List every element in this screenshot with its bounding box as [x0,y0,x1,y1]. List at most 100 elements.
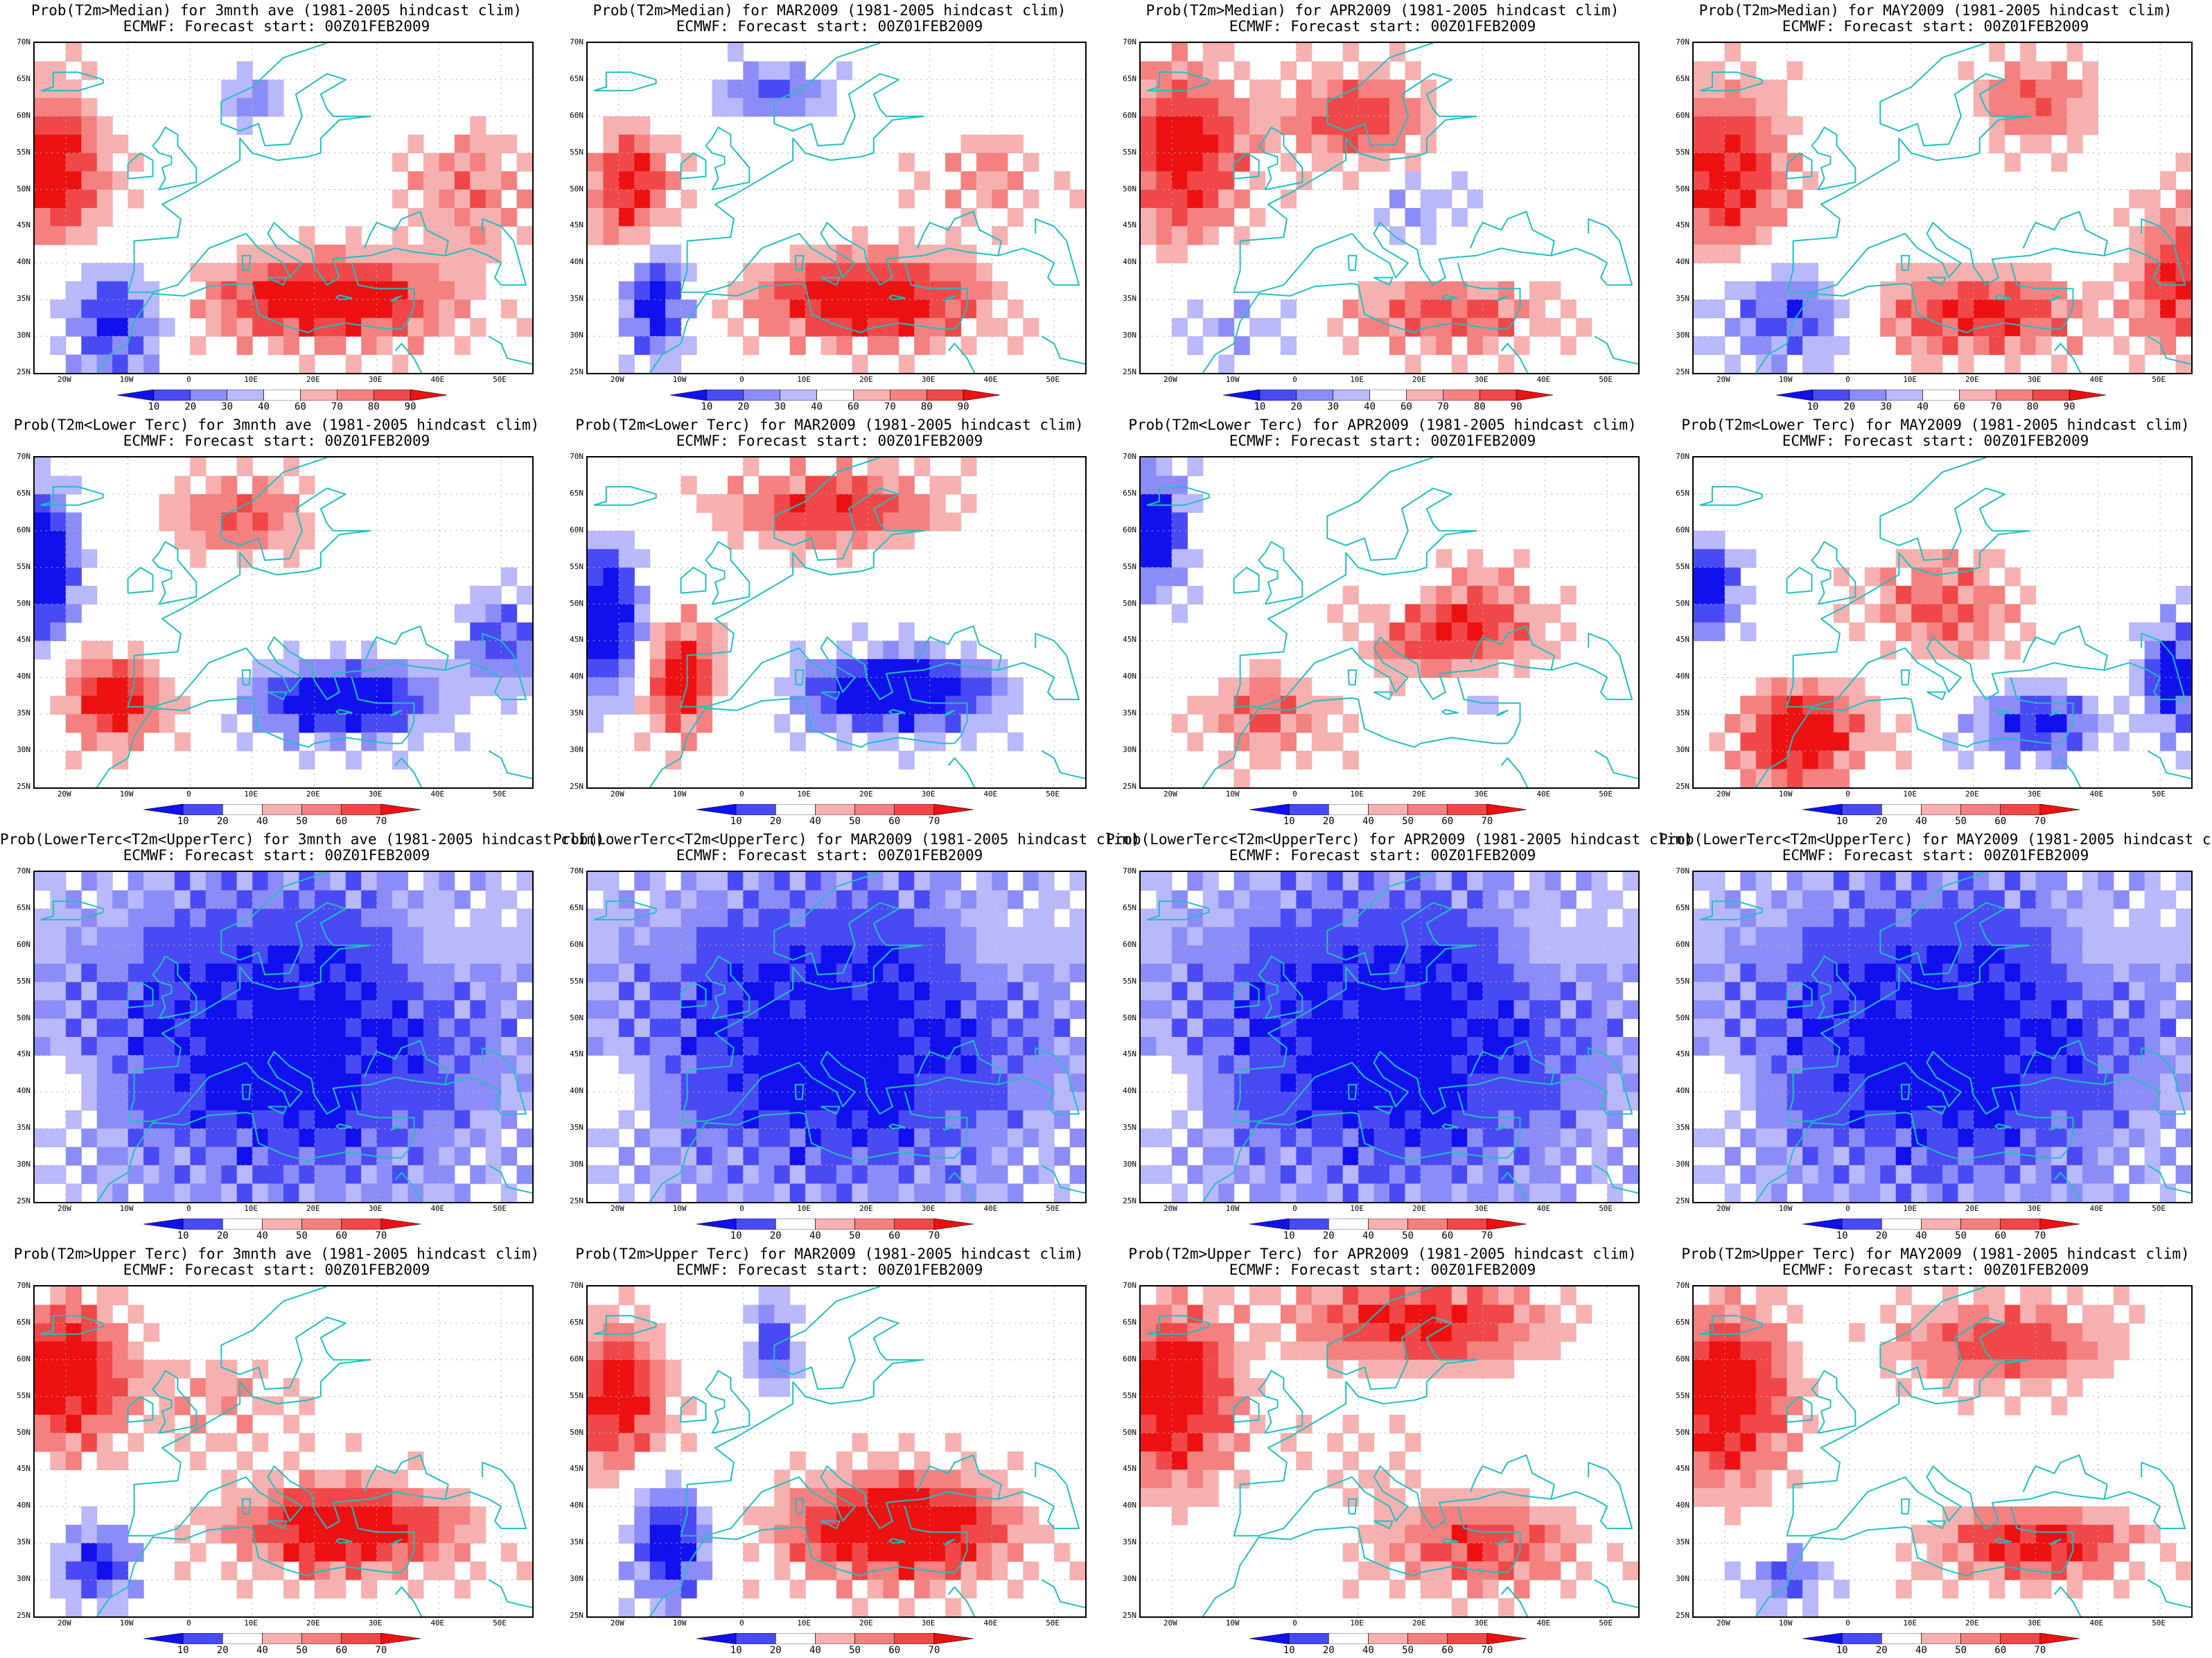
latitude-label: 45N [1676,1049,1689,1059]
latitude-label: 30N [570,745,583,755]
colorbar: 10 20 40 50 60 70 [143,803,421,829]
latitude-label: 60N [570,1354,583,1363]
latitude-label: 40N [17,1501,30,1510]
latitude-label: 55N [1676,147,1689,157]
colorbar-tick-label: 50 [1955,1230,1967,1241]
longitude-label: 20W [610,1618,624,1628]
longitude-label: 50E [1599,375,1613,384]
panel-subtitle: ECMWF: Forecast start: 00Z01FEB2009 [123,1262,430,1278]
longitude-label: 50E [1046,789,1060,799]
longitude-label: 50E [493,1204,507,1213]
latitude-label: 50N [17,1427,30,1437]
longitude-label: 30E [921,1618,936,1628]
longitude-label: 20W [57,1204,71,1213]
longitude-label: 0 [186,789,191,799]
colorbar-tick-label: 40 [809,816,821,827]
colorbar: 10 20 30 40 60 70 80 90 [1222,389,1554,414]
colorbar-tick-label: 70 [1437,401,1449,412]
panel-title: Prob(T2m>Upper Terc) for 3mnth ave (1981… [13,1246,540,1262]
colorbar: 10 20 40 50 60 70 [1249,803,1527,829]
colorbar: 10 20 40 50 60 70 [143,1632,421,1658]
colorbar-tick-label: 90 [1510,401,1522,412]
latitude-label: 40N [1123,672,1136,681]
latitude-label: 30N [17,1160,30,1169]
latitude-label: 25N [17,782,30,791]
longitude-label: 30E [2027,375,2042,384]
longitude-label: 30E [1474,1204,1489,1213]
colorbar: 10 20 30 40 60 70 80 90 [1775,389,2107,414]
latitude-label: 55N [17,147,30,157]
longitude-label: 40E [2089,1204,2104,1213]
longitude-label: 50E [493,789,507,799]
map-panel: Prob(T2m>Median) for MAR2009 (1981-2005 … [553,0,1106,414]
longitude-label: 40E [1536,1204,1551,1213]
map-frame [33,456,534,789]
longitude-label: 30E [1474,1618,1489,1628]
latitude-label: 25N [570,782,583,791]
map-panel: Prob(T2m>Median) for 3mnth ave (1981-200… [0,0,553,414]
longitude-label: 50E [1599,1618,1613,1628]
colorbar: 10 20 40 50 60 70 [696,1632,974,1658]
colorbar: 10 20 40 50 60 70 [143,1218,421,1244]
colorbar-tick-label: 20 [1290,401,1303,412]
map-frame [33,1285,534,1618]
map-panel: Prob(T2m>Upper Terc) for MAY2009 (1981-2… [1659,1244,2212,1658]
colorbar-tick-label: 10 [1807,401,1819,412]
colorbar: 10 20 40 50 60 70 [1802,1218,2080,1244]
longitude-label: 0 [739,789,744,799]
latitude-label: 55N [570,976,583,986]
panel-title: Prob(T2m>Median) for 3mnth ave (1981-200… [30,2,522,19]
latitude-label: 50N [570,1427,583,1437]
colorbar-tick-label: 40 [1362,1230,1374,1241]
longitude-label: 20W [1716,375,1730,384]
longitude-label: 10W [672,375,687,384]
latitude-label: 65N [17,488,30,498]
map-frame [1139,42,1640,374]
longitude-label: 30E [368,1204,383,1213]
longitude-label: 30E [368,1618,383,1628]
colorbar-tick-label: 40 [809,1230,821,1241]
map-panel: Prob(LowerTerc<T2m<UpperTerc) for 3mnth … [0,829,604,1244]
colorbar: 10 20 40 50 60 70 [696,803,974,829]
colorbar-tick-label: 70 [1481,1645,1493,1656]
latitude-label: 30N [1676,1574,1689,1584]
latitude-label: 35N [1123,1537,1136,1547]
longitude-label: 20W [1716,1204,1730,1213]
map-panel: Prob(T2m>Median) for MAY2009 (1981-2005 … [1659,0,2212,414]
latitude-label: 70N [1123,37,1136,46]
latitude-label: 55N [570,147,583,157]
colorbar-tick-label: 40 [811,401,823,412]
latitude-label: 70N [1676,37,1689,46]
colorbar-tick-label: 10 [1283,1645,1295,1656]
latitude-label: 55N [570,1390,583,1400]
panel-subtitle: ECMWF: Forecast start: 00Z01FEB2009 [1229,847,1536,864]
colorbar-tick-label: 20 [216,1230,229,1241]
colorbar-tick-label: 90 [957,401,969,412]
latitude-label: 60N [1676,1354,1689,1363]
colorbar-tick-label: 20 [769,816,782,827]
colorbar-tick-label: 40 [1362,816,1374,827]
longitude-label: 40E [1536,375,1551,384]
longitude-label: 20E [859,375,873,384]
latitude-label: 30N [1123,1574,1136,1584]
colorbar-tick-label: 50 [296,1230,308,1241]
longitude-label: 10E [244,789,258,799]
longitude-label: 20E [306,789,320,799]
colorbar-tick-label: 10 [1836,816,1848,827]
latitude-label: 25N [1676,782,1689,791]
latitude-label: 55N [570,561,583,571]
contour-field [588,872,1085,1202]
colorbar-tick-label: 40 [1364,401,1376,412]
longitude-label: 30E [2027,789,2042,799]
colorbar-tick-label: 10 [1283,816,1295,827]
longitude-label: 20E [1412,1618,1426,1628]
longitude-label: 0 [1845,789,1850,799]
panel-title: Prob(T2m>Median) for APR2009 (1981-2005 … [1146,2,1620,19]
map-frame [1139,871,1640,1203]
longitude-label: 10W [119,375,134,384]
longitude-label: 20W [610,1204,624,1213]
latitude-label: 45N [1123,1464,1136,1474]
colorbar-tick-label: 60 [1441,816,1454,827]
longitude-label: 50E [493,375,507,384]
colorbar-tick-label: 60 [1441,1645,1454,1656]
